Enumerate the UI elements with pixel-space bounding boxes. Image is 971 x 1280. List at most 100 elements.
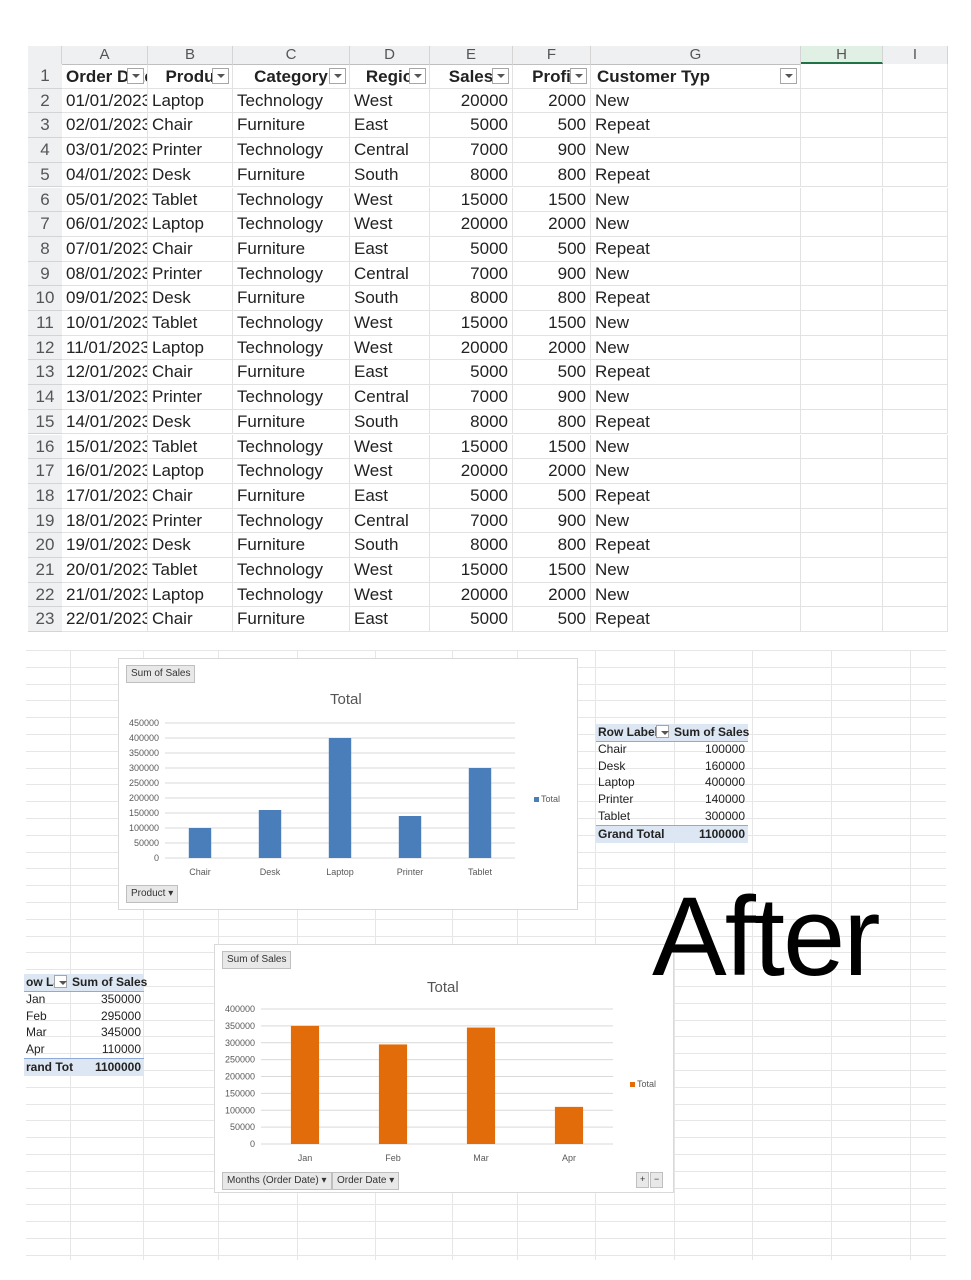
table-cell[interactable]: 12/01/2023 <box>62 360 148 386</box>
empty-cell[interactable] <box>801 311 883 336</box>
table-cell[interactable]: 07/01/2023 <box>62 236 148 262</box>
empty-cell[interactable] <box>883 88 948 114</box>
empty-cell[interactable] <box>883 533 948 558</box>
table-cell[interactable]: 05/01/2023 <box>62 187 148 213</box>
empty-cell[interactable] <box>801 64 883 89</box>
table-cell[interactable]: Furniture <box>233 483 350 509</box>
table-cell[interactable]: Laptop <box>148 212 233 237</box>
table-cell[interactable]: 15000 <box>430 311 513 336</box>
table-cell[interactable]: 500 <box>513 607 591 633</box>
empty-cell[interactable] <box>801 286 883 311</box>
row-header[interactable]: 17 <box>28 459 62 484</box>
table-cell[interactable]: 2000 <box>513 335 591 361</box>
pivot-header-row[interactable]: Row Labels Sum of Sales <box>596 724 749 742</box>
table-cell[interactable]: 5000 <box>430 607 513 633</box>
table-cell[interactable]: New <box>591 311 801 336</box>
column-header-a[interactable]: A <box>62 46 148 64</box>
row-header[interactable]: 15 <box>28 409 62 435</box>
row-header[interactable]: 23 <box>28 607 62 633</box>
row-header[interactable]: 22 <box>28 582 62 608</box>
table-cell[interactable]: 02/01/2023 <box>62 113 148 139</box>
table-cell[interactable]: Technology <box>233 459 350 484</box>
product-sales-chart[interactable]: Sum of Sales Total 0 50000 100000 150000 200… <box>118 658 578 910</box>
table-cell[interactable]: Technology <box>233 138 350 163</box>
table-cell[interactable]: 18/01/2023 <box>62 508 148 534</box>
table-cell[interactable]: 08/01/2023 <box>62 261 148 287</box>
table-cell[interactable]: West <box>350 558 430 583</box>
table-cell[interactable]: 20/01/2023 <box>62 558 148 583</box>
table-cell[interactable]: Furniture <box>233 607 350 633</box>
monthly-sales-chart[interactable]: Sum of Sales Total 0 50000 100000 150000 200… <box>214 944 674 1193</box>
empty-cell[interactable] <box>801 459 883 484</box>
pivot-row[interactable]: Feb 295000 <box>24 1008 144 1025</box>
row-header[interactable]: 2 <box>28 88 62 114</box>
table-cell[interactable]: Repeat <box>591 607 801 633</box>
table-cell[interactable]: Chair <box>148 236 233 262</box>
table-cell[interactable]: 8000 <box>430 162 513 188</box>
row-header[interactable]: 5 <box>28 162 62 188</box>
table-cell[interactable]: West <box>350 459 430 484</box>
table-cell[interactable]: 14/01/2023 <box>62 409 148 435</box>
empty-cell[interactable] <box>801 607 883 633</box>
table-cell[interactable]: 7000 <box>430 508 513 534</box>
order-date-axis-field-button[interactable]: Order Date ▾ <box>332 1172 400 1190</box>
empty-cell[interactable] <box>883 236 948 262</box>
table-cell[interactable]: 1500 <box>513 434 591 460</box>
empty-cell[interactable] <box>883 385 948 410</box>
table-cell[interactable]: 500 <box>513 483 591 509</box>
empty-cell[interactable] <box>883 434 948 460</box>
select-all-corner[interactable] <box>28 46 62 64</box>
row-header[interactable]: 9 <box>28 261 62 287</box>
table-cell[interactable]: Printer <box>148 261 233 287</box>
table-cell[interactable]: 09/01/2023 <box>62 286 148 311</box>
table-cell[interactable]: 20000 <box>430 459 513 484</box>
empty-cell[interactable] <box>801 212 883 237</box>
table-cell[interactable]: Laptop <box>148 335 233 361</box>
table-cell[interactable]: New <box>591 138 801 163</box>
table-cell[interactable]: Desk <box>148 162 233 188</box>
table-cell[interactable]: New <box>591 385 801 410</box>
table-cell[interactable]: West <box>350 88 430 114</box>
empty-cell[interactable] <box>801 385 883 410</box>
table-cell[interactable]: 7000 <box>430 385 513 410</box>
table-cell[interactable]: Furniture <box>233 533 350 558</box>
row-header[interactable]: 8 <box>28 236 62 262</box>
table-cell[interactable]: 7000 <box>430 261 513 287</box>
table-cell[interactable]: Tablet <box>148 187 233 213</box>
table-cell[interactable]: 1500 <box>513 311 591 336</box>
table-cell[interactable]: Technology <box>233 187 350 213</box>
table-cell[interactable]: New <box>591 212 801 237</box>
filter-dropdown-icon[interactable] <box>570 68 587 84</box>
table-cell[interactable]: Chair <box>148 607 233 633</box>
filter-dropdown-icon[interactable] <box>127 68 144 84</box>
table-cell[interactable]: South <box>350 533 430 558</box>
table-cell[interactable]: Repeat <box>591 236 801 262</box>
table-cell[interactable]: 06/01/2023 <box>62 212 148 237</box>
pivot-header-row[interactable]: ow La Sum of Sales <box>24 974 147 992</box>
column-header-c[interactable]: C <box>233 46 350 64</box>
table-cell[interactable]: West <box>350 311 430 336</box>
table-cell[interactable]: 800 <box>513 286 591 311</box>
table-cell[interactable]: 8000 <box>430 409 513 435</box>
table-cell[interactable]: New <box>591 459 801 484</box>
table-cell[interactable]: Printer <box>148 138 233 163</box>
table-cell[interactable]: 20000 <box>430 212 513 237</box>
table-cell[interactable]: 900 <box>513 261 591 287</box>
table-cell[interactable]: New <box>591 434 801 460</box>
table-cell[interactable]: 800 <box>513 162 591 188</box>
table-cell[interactable]: Laptop <box>148 582 233 608</box>
pivot-row[interactable]: Laptop 400000 <box>596 774 748 791</box>
filter-dropdown-icon[interactable] <box>780 68 797 84</box>
table-cell[interactable]: Chair <box>148 360 233 386</box>
table-cell[interactable]: Furniture <box>233 409 350 435</box>
filter-dropdown-icon[interactable] <box>492 68 509 84</box>
table-cell[interactable]: 500 <box>513 360 591 386</box>
pivot-row[interactable]: Chair 100000 <box>596 741 748 758</box>
table-cell[interactable]: 5000 <box>430 236 513 262</box>
table-cell[interactable]: Chair <box>148 113 233 139</box>
table-cell[interactable]: 500 <box>513 113 591 139</box>
table-cell[interactable]: 13/01/2023 <box>62 385 148 410</box>
table-cell[interactable]: Central <box>350 508 430 534</box>
table-cell[interactable]: South <box>350 409 430 435</box>
empty-cell[interactable] <box>883 335 948 361</box>
